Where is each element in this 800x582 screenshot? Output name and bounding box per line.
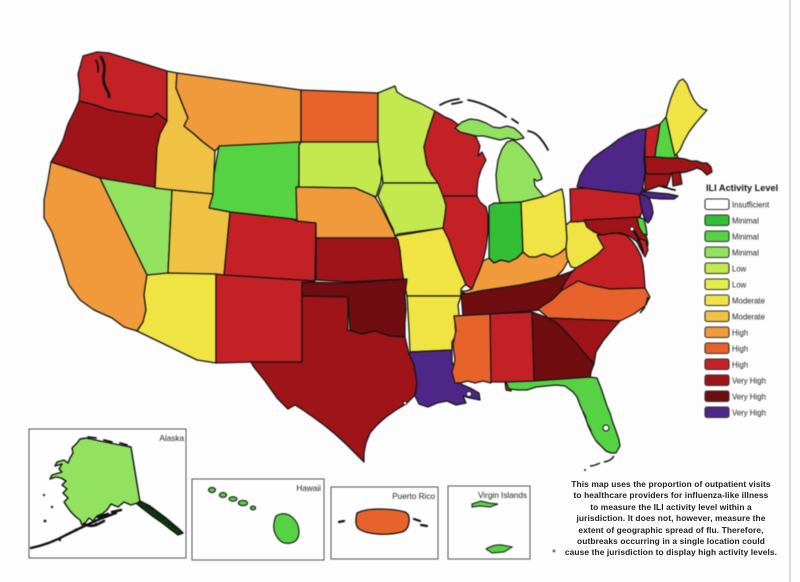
svg-text:Very High: Very High (732, 409, 766, 418)
svg-text:Very High: Very High (732, 377, 766, 386)
svg-text:Minimal: Minimal (732, 233, 759, 242)
svg-text:Minimal: Minimal (732, 249, 759, 258)
svg-text:Virgin Islands: Virgin Islands (478, 491, 527, 500)
svg-text:Low: Low (732, 281, 747, 290)
svg-text:Moderate: Moderate (732, 313, 765, 322)
svg-text:Low: Low (732, 265, 747, 274)
svg-text:High: High (732, 329, 748, 338)
svg-text:Very High: Very High (732, 393, 766, 402)
svg-text:Insufficient: Insufficient (732, 201, 770, 210)
svg-text:Minimal: Minimal (732, 217, 759, 226)
svg-text:High: High (732, 345, 748, 354)
svg-text:ILI Activity Level: ILI Activity Level (706, 183, 778, 193)
svg-text:Puerto Rico: Puerto Rico (392, 492, 435, 501)
svg-text:Moderate: Moderate (732, 297, 765, 306)
svg-text:Hawaii: Hawaii (296, 484, 321, 493)
svg-text:High: High (732, 361, 748, 370)
svg-text:Alaska: Alaska (159, 434, 184, 443)
